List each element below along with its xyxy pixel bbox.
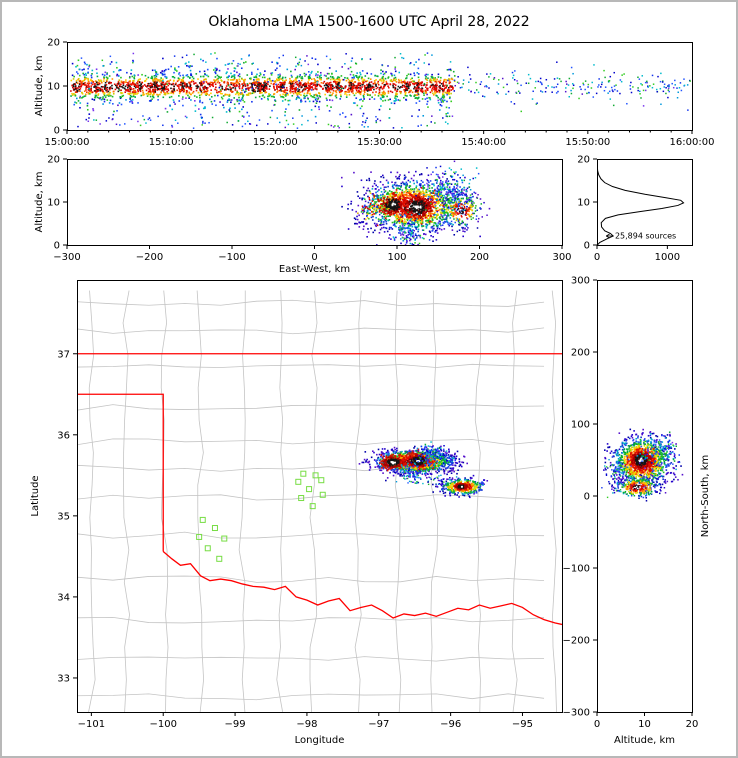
figure-frame: Oklahoma LMA 1500-1600 UTC April 28, 202… — [0, 0, 738, 758]
lma-composite-plot-canvas — [2, 2, 736, 756]
